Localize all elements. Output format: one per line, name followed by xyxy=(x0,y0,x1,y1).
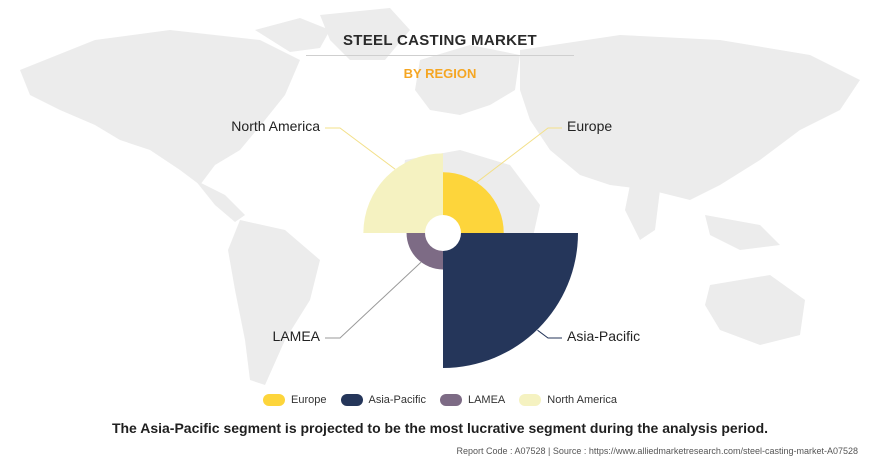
donut-hole xyxy=(425,215,461,251)
legend-label: Europe xyxy=(291,394,327,406)
chart-caption: The Asia-Pacific segment is projected to… xyxy=(111,420,769,436)
slice-north-america xyxy=(363,153,443,233)
slice-asia-pacific xyxy=(443,233,578,368)
data-label-europe: Europe xyxy=(567,118,612,134)
leader-line-asia-pacific xyxy=(537,329,562,339)
legend-item-europe: Europe xyxy=(263,394,327,406)
title-divider xyxy=(306,55,574,56)
data-label-lamea: LAMEA xyxy=(273,328,321,344)
legend-swatch xyxy=(439,394,462,406)
legend-swatch xyxy=(519,394,542,406)
chart-subtitle: BY REGION xyxy=(403,66,477,81)
legend-label: Asia-Pacific xyxy=(368,394,426,406)
legend-item-lamea: LAMEA xyxy=(439,394,506,406)
slice-europe xyxy=(443,172,504,233)
chart-title: STEEL CASTING MARKET xyxy=(342,32,538,49)
leader-line-europe xyxy=(476,127,562,183)
legend: Europe Asia-Pacific LAMEA North America xyxy=(0,394,880,406)
legend-label: North America xyxy=(547,394,617,406)
legend-swatch xyxy=(263,394,286,406)
legend-item-asia-pacific: Asia-Pacific xyxy=(340,394,426,406)
report-footer: Report Code : A07528 | Source : https://… xyxy=(456,446,858,456)
leader-line-lamea xyxy=(325,261,422,339)
legend-swatch xyxy=(340,394,363,406)
legend-label: LAMEA xyxy=(467,394,506,406)
data-label-asia-pacific: Asia-Pacific xyxy=(567,328,640,344)
leader-line-north-america xyxy=(325,127,396,170)
legend-item-north-america: North America xyxy=(519,394,617,406)
data-label-north-america: North America xyxy=(231,118,320,134)
